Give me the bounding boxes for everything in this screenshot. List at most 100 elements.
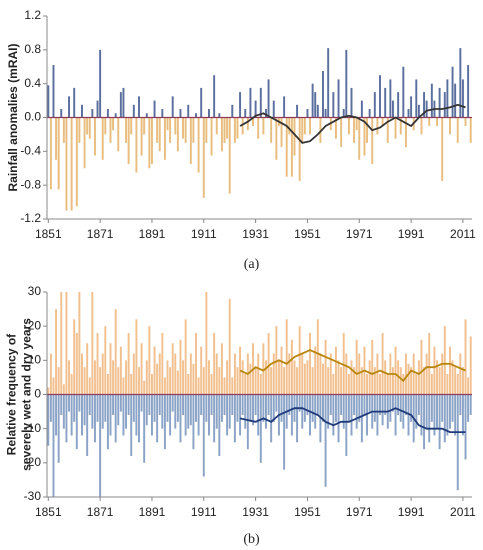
bar bbox=[239, 394, 242, 436]
bar bbox=[391, 367, 394, 395]
bar bbox=[283, 367, 286, 395]
bar bbox=[106, 109, 109, 118]
bar bbox=[441, 394, 444, 422]
bar bbox=[384, 394, 387, 415]
bar bbox=[114, 394, 117, 443]
x-tick-label: 1851 bbox=[35, 227, 62, 241]
bar bbox=[135, 394, 138, 436]
bar bbox=[93, 360, 96, 395]
y-tick-label: 0.0 bbox=[24, 110, 41, 124]
bar bbox=[350, 394, 353, 436]
bar bbox=[407, 109, 410, 118]
bar bbox=[189, 117, 192, 165]
bar bbox=[459, 394, 462, 415]
bar bbox=[425, 100, 428, 118]
bar bbox=[140, 394, 143, 412]
x-tick-label: 1951 bbox=[294, 227, 321, 241]
bar bbox=[114, 309, 117, 395]
x-tick-label: 2011 bbox=[450, 505, 476, 519]
bar bbox=[436, 360, 438, 395]
bar bbox=[410, 367, 413, 395]
bar bbox=[366, 374, 369, 395]
bar bbox=[182, 117, 185, 139]
bar bbox=[254, 394, 257, 415]
bar bbox=[117, 117, 120, 152]
bar bbox=[127, 333, 130, 395]
bar bbox=[277, 360, 280, 395]
bar bbox=[220, 117, 223, 152]
bar bbox=[461, 367, 464, 395]
bar bbox=[91, 292, 94, 395]
y-axis-label: severely wet and dry years bbox=[20, 318, 34, 471]
x-tick-label: 1891 bbox=[139, 505, 166, 519]
bar bbox=[267, 79, 270, 118]
panel-caption: (b) bbox=[243, 532, 260, 547]
bar bbox=[249, 394, 252, 422]
bar bbox=[187, 374, 190, 395]
bar bbox=[257, 117, 260, 139]
y-axis-label: Rainfall anomalies (mRAI) bbox=[6, 43, 20, 191]
bar bbox=[109, 117, 112, 143]
bar bbox=[195, 333, 197, 395]
bar bbox=[459, 48, 462, 118]
bar bbox=[99, 367, 102, 395]
bar bbox=[125, 394, 128, 429]
bar bbox=[259, 374, 262, 395]
bar bbox=[363, 117, 366, 156]
bar bbox=[397, 394, 400, 415]
bar bbox=[171, 96, 174, 118]
bar bbox=[86, 343, 89, 395]
bar bbox=[446, 374, 449, 395]
bar bbox=[272, 353, 275, 395]
bar bbox=[353, 367, 356, 395]
bar bbox=[47, 394, 50, 446]
bar bbox=[179, 339, 182, 395]
bar bbox=[81, 353, 83, 395]
bar bbox=[316, 394, 319, 415]
bar bbox=[83, 394, 86, 426]
bar bbox=[220, 343, 223, 395]
bar bbox=[156, 394, 159, 443]
bar bbox=[68, 360, 70, 395]
bar bbox=[420, 117, 423, 135]
bar bbox=[62, 117, 65, 143]
bar bbox=[449, 394, 451, 429]
bar bbox=[52, 377, 55, 395]
bar bbox=[226, 360, 229, 395]
bar bbox=[210, 117, 213, 156]
bar bbox=[150, 374, 153, 395]
bar bbox=[451, 66, 454, 118]
bar bbox=[161, 333, 164, 395]
bar bbox=[241, 360, 244, 395]
bar bbox=[391, 100, 394, 118]
panel: 1.2 0.8 0.4 0.0 -0.4 -0.8 -1.2 1851 1871 1891 1911… bbox=[6, 8, 476, 272]
bar bbox=[215, 394, 218, 429]
bar bbox=[195, 394, 197, 422]
bar bbox=[73, 319, 76, 395]
bar bbox=[171, 343, 174, 395]
bar bbox=[249, 87, 252, 118]
bar bbox=[47, 387, 50, 395]
bar bbox=[143, 394, 146, 463]
bar bbox=[215, 117, 218, 135]
bar bbox=[179, 394, 182, 443]
bar bbox=[57, 117, 60, 190]
bar bbox=[342, 109, 345, 118]
bar bbox=[210, 394, 213, 415]
bar bbox=[379, 75, 381, 118]
bar bbox=[275, 117, 278, 160]
bar bbox=[407, 363, 410, 395]
bar bbox=[205, 117, 208, 143]
bar bbox=[81, 394, 83, 436]
bar bbox=[368, 109, 371, 118]
bar bbox=[461, 79, 464, 118]
bar bbox=[438, 87, 441, 118]
bar bbox=[376, 394, 379, 436]
bar bbox=[275, 394, 278, 412]
bar bbox=[174, 394, 177, 429]
bar bbox=[257, 394, 260, 436]
bar bbox=[467, 394, 470, 422]
bar bbox=[345, 353, 348, 395]
bar bbox=[158, 353, 161, 395]
bar bbox=[262, 394, 265, 422]
